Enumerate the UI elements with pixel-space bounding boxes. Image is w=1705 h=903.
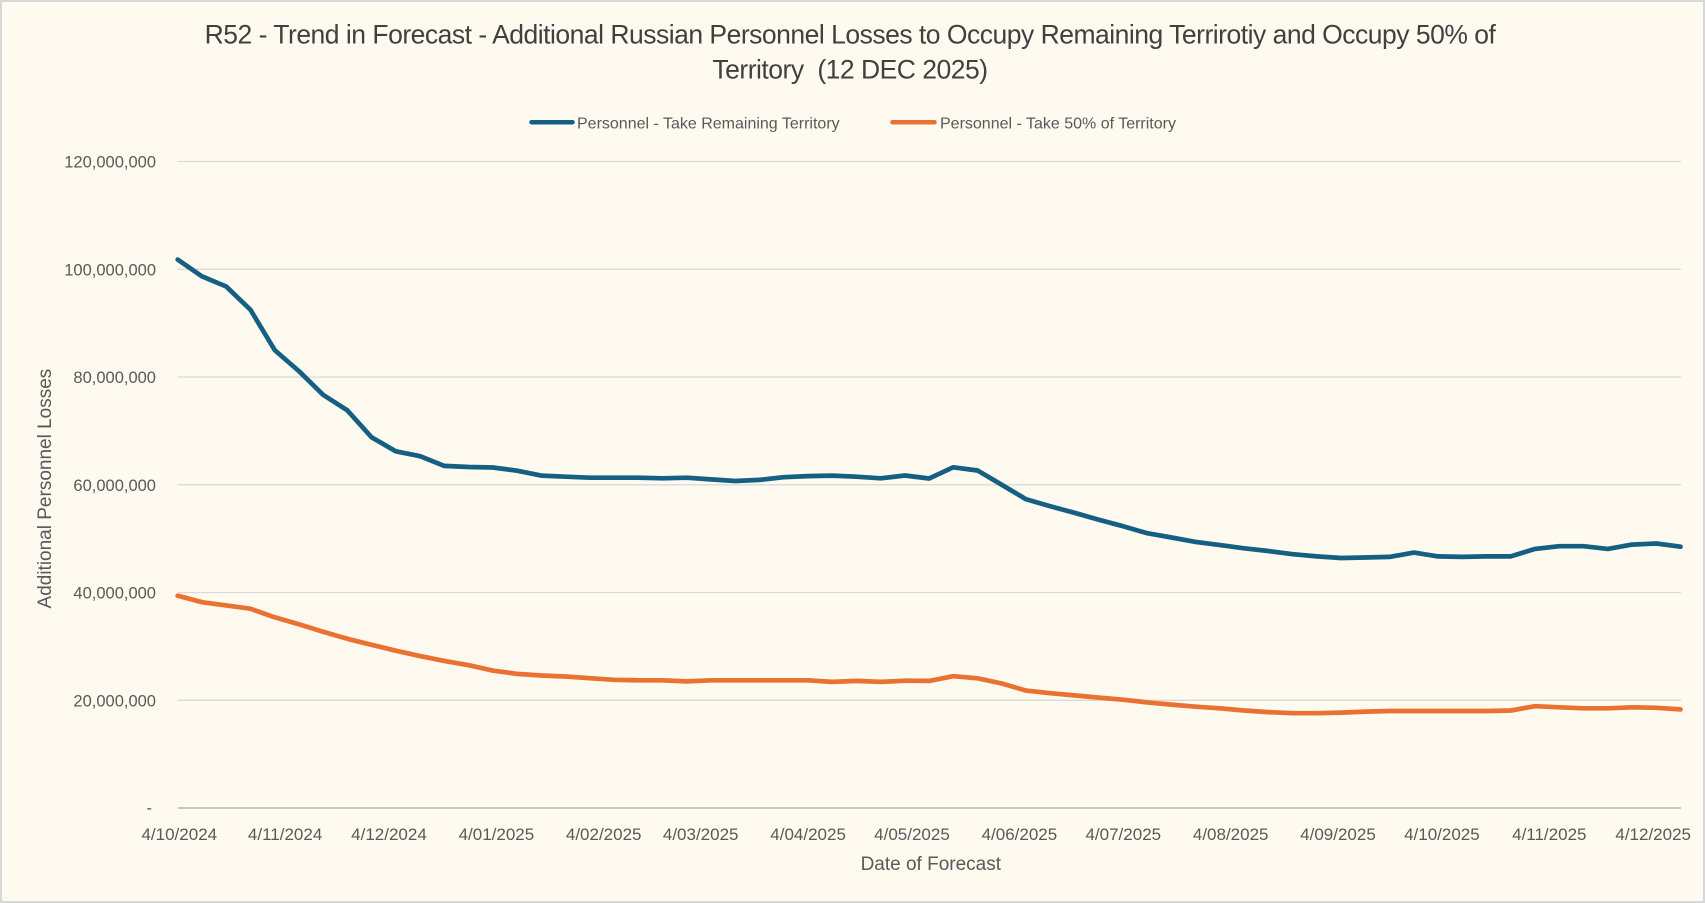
svg-text:-: - (147, 800, 153, 818)
svg-text:40,000,000: 40,000,000 (73, 585, 156, 603)
svg-text:4/01/2025: 4/01/2025 (459, 825, 535, 844)
svg-text:20,000,000: 20,000,000 (73, 692, 156, 710)
svg-text:4/09/2025: 4/09/2025 (1300, 825, 1376, 844)
svg-text:4/10/2024: 4/10/2024 (141, 825, 217, 844)
svg-text:4/06/2025: 4/06/2025 (982, 825, 1058, 844)
svg-text:4/12/2024: 4/12/2024 (351, 825, 427, 844)
svg-text:4/05/2025: 4/05/2025 (874, 825, 950, 844)
svg-text:Additional Personnel Losses: Additional Personnel Losses (35, 369, 56, 609)
svg-text:4/07/2025: 4/07/2025 (1085, 825, 1161, 844)
svg-text:120,000,000: 120,000,000 (64, 154, 156, 172)
svg-text:4/11/2024: 4/11/2024 (248, 825, 322, 844)
svg-text:Personnel - Take Remaining Ter: Personnel - Take Remaining Territory (577, 115, 840, 132)
svg-text:80,000,000: 80,000,000 (73, 369, 156, 387)
svg-text:R52 - Trend in Forecast - Addi: R52 - Trend in Forecast - Additional Rus… (205, 19, 1497, 49)
svg-text:4/12/2025: 4/12/2025 (1615, 825, 1691, 844)
svg-text:60,000,000: 60,000,000 (73, 477, 156, 495)
svg-text:100,000,000: 100,000,000 (64, 261, 156, 279)
svg-text:4/02/2025: 4/02/2025 (566, 825, 642, 844)
svg-text:Personnel - Take 50% of Territ: Personnel - Take 50% of Territory (940, 115, 1176, 132)
svg-text:4/03/2025: 4/03/2025 (663, 825, 739, 844)
svg-text:Territory (12 DEC 2025): Territory (12 DEC 2025) (712, 55, 987, 85)
svg-text:4/08/2025: 4/08/2025 (1193, 825, 1269, 844)
svg-text:4/04/2025: 4/04/2025 (770, 825, 846, 844)
svg-text:4/11/2025: 4/11/2025 (1512, 825, 1586, 844)
svg-text:Date of Forecast: Date of Forecast (861, 854, 1002, 875)
svg-text:4/10/2025: 4/10/2025 (1404, 825, 1480, 844)
